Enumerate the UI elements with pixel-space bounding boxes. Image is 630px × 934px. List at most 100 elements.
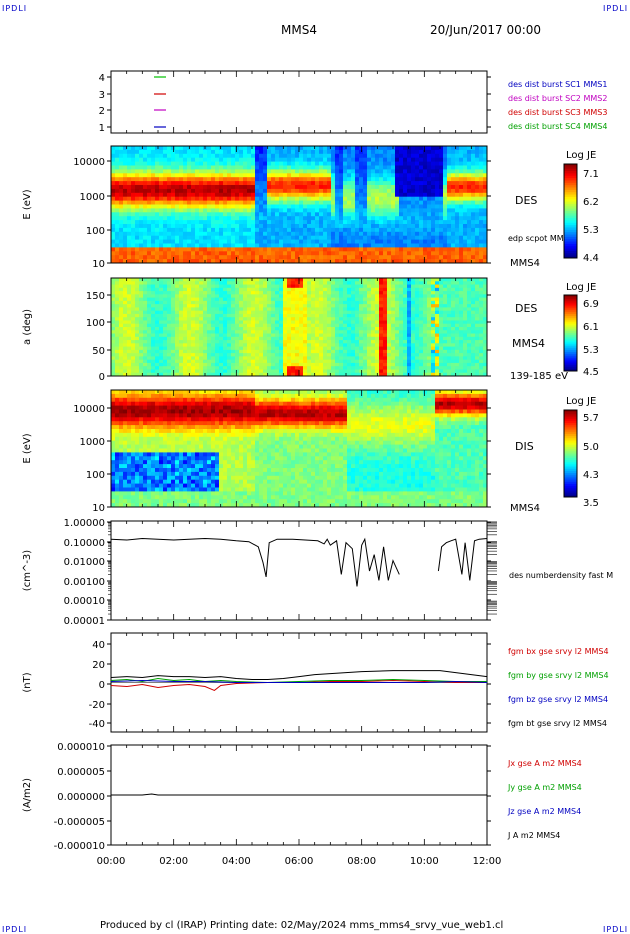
- des-pitch-spectrogram-cell: [371, 281, 376, 286]
- des-energy-spectrogram-cell: [287, 227, 292, 233]
- des-energy-spectrogram-cell: [355, 255, 360, 260]
- des-energy-spectrogram-cell: [263, 239, 268, 245]
- des-energy-spectrogram-cell: [383, 239, 388, 245]
- des-pitch-spectrogram-cell: [267, 284, 272, 289]
- des-energy-spectrogram-cell: [459, 196, 464, 202]
- des-pitch-spectrogram-cell: [291, 362, 296, 367]
- des-pitch-spectrogram-cell: [275, 307, 280, 312]
- des-pitch-spectrogram-cell: [219, 340, 224, 344]
- des-energy-spectrogram-cell: [427, 212, 432, 217]
- des-energy-spectrogram-cell: [295, 247, 300, 252]
- des-energy-spectrogram-cell: [375, 235, 380, 241]
- des-energy-spectrogram-cell: [227, 220, 232, 225]
- des-energy-spectrogram-cell: [111, 208, 116, 213]
- des-energy-spectrogram-cell: [215, 243, 220, 248]
- des-energy-spectrogram-cell: [407, 208, 412, 213]
- des-pitch-spectrogram-cell: [291, 307, 296, 312]
- des-energy-spectrogram-cell: [287, 185, 292, 190]
- des-energy-spectrogram-cell: [235, 165, 240, 170]
- des-energy-spectrogram-cell: [187, 165, 192, 170]
- des-pitch-spectrogram-cell: [347, 369, 352, 374]
- des-energy-spectrogram-cell: [291, 188, 296, 194]
- des-energy-spectrogram-cell: [407, 259, 412, 263]
- des-energy-spectrogram-cell: [211, 161, 216, 167]
- des-energy-spectrogram-cell: [359, 251, 364, 256]
- des-energy-spectrogram-cell: [295, 196, 300, 202]
- des-energy-spectrogram-cell: [327, 169, 332, 174]
- des-pitch-spectrogram-cell: [139, 356, 144, 361]
- des-energy-spectrogram-cell: [183, 149, 188, 155]
- des-pitch-spectrogram-cell: [351, 307, 356, 312]
- des-energy-spectrogram-cell: [391, 204, 396, 209]
- des-energy-spectrogram-cell: [371, 259, 376, 263]
- des-pitch-spectrogram-cell: [343, 278, 348, 282]
- des-pitch-spectrogram-cell: [151, 313, 156, 318]
- des-pitch-spectrogram-cell: [235, 366, 240, 371]
- des-pitch-spectrogram-cell: [363, 353, 368, 357]
- des-energy-spectrogram-cell: [295, 153, 300, 159]
- des-pitch-spectrogram-cell: [351, 320, 356, 325]
- des-energy-spectrogram-cell: [227, 165, 232, 170]
- des-pitch-spectrogram-cell: [195, 320, 200, 325]
- des-pitch-spectrogram-cell: [207, 346, 212, 351]
- des-pitch-spectrogram-cell: [227, 356, 232, 361]
- des-energy-spectrogram-cell: [243, 161, 248, 167]
- des-energy-spectrogram-cell: [183, 208, 188, 213]
- des-pitch-spectrogram-cell: [235, 297, 240, 302]
- des-pitch-spectrogram-cell: [187, 356, 192, 361]
- des-pitch-spectrogram-cell: [303, 372, 308, 376]
- des-pitch-spectrogram-cell: [163, 369, 168, 374]
- des-energy-spectrogram-cell: [359, 247, 364, 252]
- des-energy-spectrogram-cell: [315, 208, 320, 213]
- des-pitch-spectrogram-cell: [243, 287, 248, 292]
- des-energy-spectrogram-cell: [339, 185, 344, 190]
- des-pitch-spectrogram-cell: [207, 372, 212, 376]
- des-energy-spectrogram-cell: [283, 212, 288, 217]
- des-energy-spectrogram-cell: [483, 239, 487, 245]
- des-pitch-spectrogram-cell: [327, 359, 332, 364]
- des-energy-spectrogram-cell: [263, 157, 268, 163]
- des-pitch-spectrogram-cell: [243, 349, 248, 354]
- des-energy-spectrogram-cell: [203, 188, 208, 194]
- des-pitch-spectrogram-cell: [283, 340, 288, 344]
- des-pitch-spectrogram-cell: [279, 313, 284, 318]
- des-energy-spectrogram-cell: [347, 200, 352, 206]
- des-energy-spectrogram-cell: [175, 235, 180, 241]
- des-energy-spectrogram-cell: [247, 149, 252, 155]
- des-pitch-spectrogram-cell: [275, 323, 280, 328]
- des-pitch-spectrogram-cell: [351, 343, 356, 348]
- des-pitch-spectrogram-cell: [315, 369, 320, 374]
- des-energy-spectrogram-cell: [207, 200, 212, 206]
- des-energy-spectrogram-cell: [483, 200, 487, 206]
- des-energy-spectrogram-cell: [271, 153, 276, 159]
- des-pitch-spectrogram-cell: [295, 297, 300, 302]
- des-energy-spectrogram-cell: [303, 259, 308, 263]
- des-energy-spectrogram-cell: [307, 146, 312, 151]
- des-energy-spectrogram-cell: [195, 185, 200, 190]
- des-pitch-spectrogram-cell: [131, 336, 136, 341]
- des-energy-spectrogram-cell: [335, 196, 340, 202]
- des-pitch-spectrogram-cell: [311, 336, 316, 341]
- des-energy-spectrogram-cell: [259, 181, 264, 186]
- des-energy-spectrogram-cell: [263, 243, 268, 248]
- des-pitch-spectrogram-cell: [163, 359, 168, 364]
- des-pitch-spectrogram-cell: [347, 353, 352, 357]
- des-energy-spectrogram-cell: [315, 220, 320, 225]
- des-energy-spectrogram-cell: [363, 169, 368, 174]
- des-energy-spectrogram-cell: [111, 255, 116, 260]
- des-energy-spectrogram-cell: [279, 216, 284, 221]
- des-pitch-spectrogram-cell: [151, 307, 156, 312]
- des-energy-spectrogram-cell: [207, 149, 212, 155]
- des-energy-spectrogram-cell: [447, 220, 452, 225]
- des-energy-spectrogram-cell: [335, 149, 340, 155]
- des-energy-spectrogram-cell: [355, 188, 360, 194]
- des-energy-spectrogram-cell: [163, 220, 168, 225]
- des-energy-spectrogram-cell: [339, 243, 344, 248]
- des-pitch-spectrogram-cell: [367, 349, 372, 354]
- des-energy-spectrogram-cell: [427, 181, 432, 186]
- des-pitch-spectrogram-cell: [255, 353, 260, 357]
- des-pitch-spectrogram-cell: [143, 343, 148, 348]
- des-energy-spectrogram-cell: [159, 243, 164, 248]
- des-pitch-spectrogram-cell: [111, 317, 116, 322]
- des-energy-spectrogram-cell: [447, 169, 452, 174]
